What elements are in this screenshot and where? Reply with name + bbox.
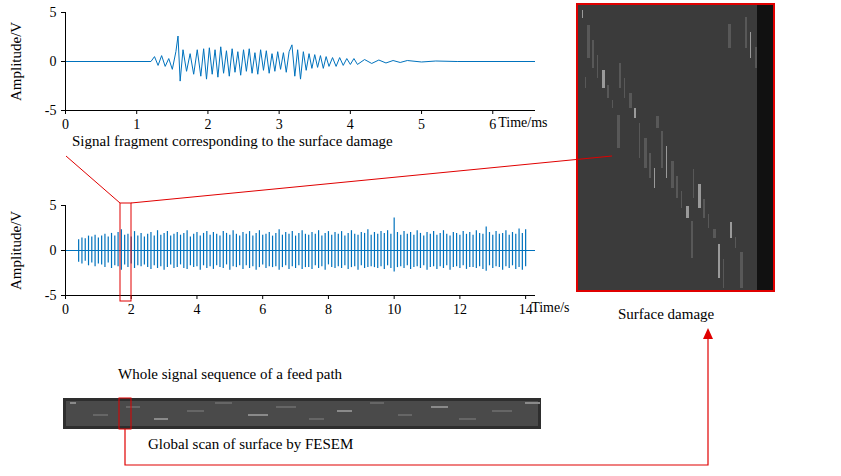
svg-text:5: 5 [50, 5, 57, 20]
svg-text:1: 1 [133, 117, 140, 132]
html-text:Surface damage: Surface damage [618, 306, 715, 322]
html-text:Amplitude/V: Amplitude/V [8, 210, 24, 290]
svg-text:12: 12 [453, 302, 467, 317]
svg-text:14: 14 [519, 302, 533, 317]
svg-text:4: 4 [347, 117, 354, 132]
html-text:Signal fragment corresponding: Signal fragment corresponding to the sur… [72, 133, 393, 149]
html-text:Whole signal sequence of a fee: Whole signal sequence of a feed path [118, 366, 343, 382]
svg-text:3: 3 [276, 117, 283, 132]
svg-text:5: 5 [418, 117, 425, 132]
html-text:Time/s: Time/s [531, 300, 570, 315]
svg-text:0: 0 [62, 302, 69, 317]
svg-text:4: 4 [193, 302, 200, 317]
svg-text:8: 8 [325, 302, 332, 317]
svg-text:2: 2 [204, 117, 211, 132]
svg-text:0: 0 [50, 243, 57, 258]
svg-text:2: 2 [128, 302, 135, 317]
svg-text:6: 6 [489, 117, 496, 132]
svg-text:-5: -5 [45, 103, 57, 118]
html-text:Time/ms: Time/ms [498, 115, 548, 130]
svg-text:5: 5 [50, 198, 57, 213]
html-text:Amplitude/V: Amplitude/V [8, 21, 24, 101]
svg-text:0: 0 [50, 54, 57, 69]
svg-text:-5: -5 [45, 288, 57, 303]
html-text:Global scan of surface by FESE: Global scan of surface by FESEM [148, 436, 354, 452]
svg-text:0: 0 [62, 117, 69, 132]
svg-text:10: 10 [387, 302, 401, 317]
svg-text:6: 6 [259, 302, 266, 317]
